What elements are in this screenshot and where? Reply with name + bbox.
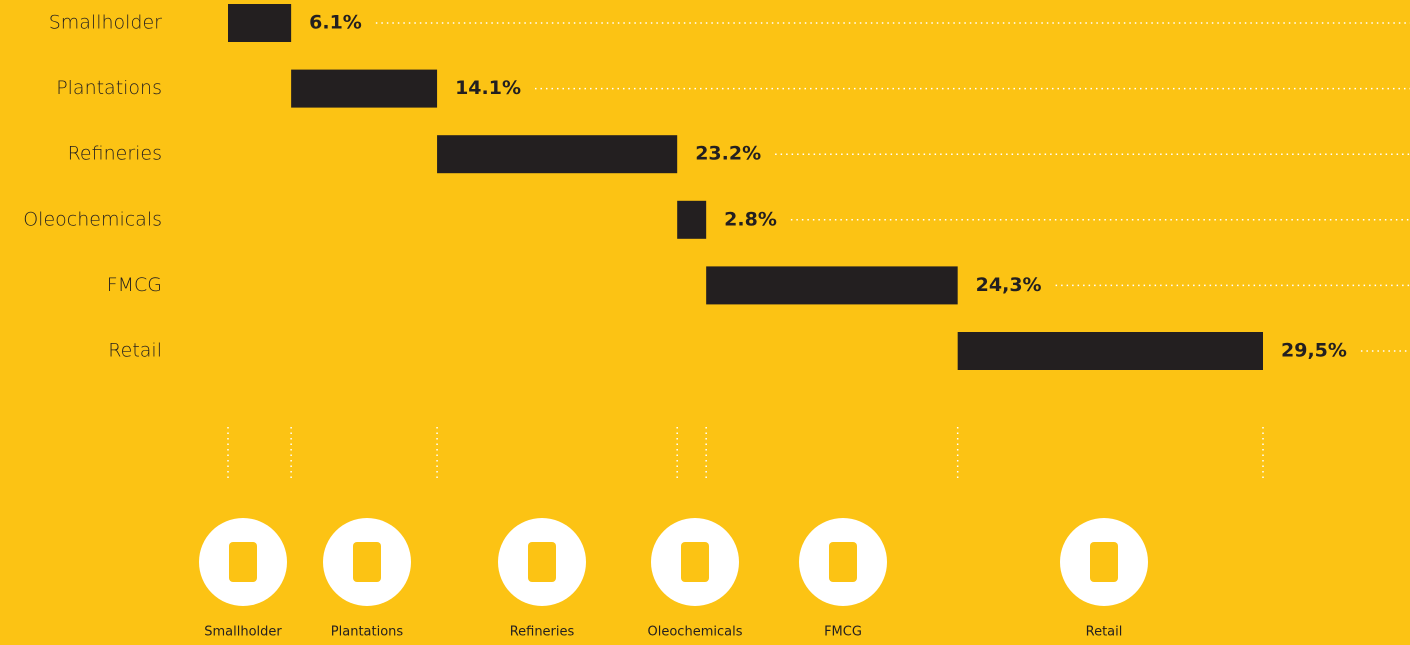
icon-shape	[528, 542, 556, 582]
icon	[681, 542, 709, 582]
bar	[291, 69, 438, 108]
icon-shape	[681, 542, 709, 582]
icon-label: Plantations	[331, 625, 404, 640]
category-label: Refineries	[68, 143, 162, 165]
icon-shape	[353, 542, 381, 582]
icon-shape	[229, 542, 257, 582]
category-label: Oleochemicals	[23, 208, 162, 230]
icon-label: Smallholder	[204, 625, 282, 640]
value-label: 14.1%	[455, 77, 521, 99]
icon	[229, 542, 257, 582]
category-label: Smallholder	[49, 12, 162, 34]
icon-label: Oleochemicals	[648, 625, 743, 640]
icon-shape	[829, 542, 857, 582]
value-label: 29,5%	[1281, 340, 1347, 362]
icon	[528, 542, 556, 582]
bar	[437, 135, 678, 174]
bar	[228, 4, 292, 42]
icon	[1090, 542, 1118, 582]
icon-shape	[1090, 542, 1118, 582]
icon	[829, 542, 857, 582]
value-label: 2.8%	[724, 208, 777, 230]
icon-label: Refineries	[510, 625, 575, 640]
bar	[957, 332, 1263, 370]
category-label: Retail	[108, 340, 162, 362]
category-label: Plantations	[56, 77, 162, 99]
bar	[677, 200, 707, 239]
icon-label: FMCG	[824, 625, 862, 640]
value-label: 24,3%	[976, 274, 1042, 296]
value-label: 23.2%	[695, 143, 761, 165]
bar	[706, 266, 958, 305]
icon	[353, 542, 381, 582]
category-label: FMCG	[107, 274, 162, 296]
value-label: 6.1%	[309, 12, 362, 34]
icon-label: Retail	[1086, 625, 1123, 640]
